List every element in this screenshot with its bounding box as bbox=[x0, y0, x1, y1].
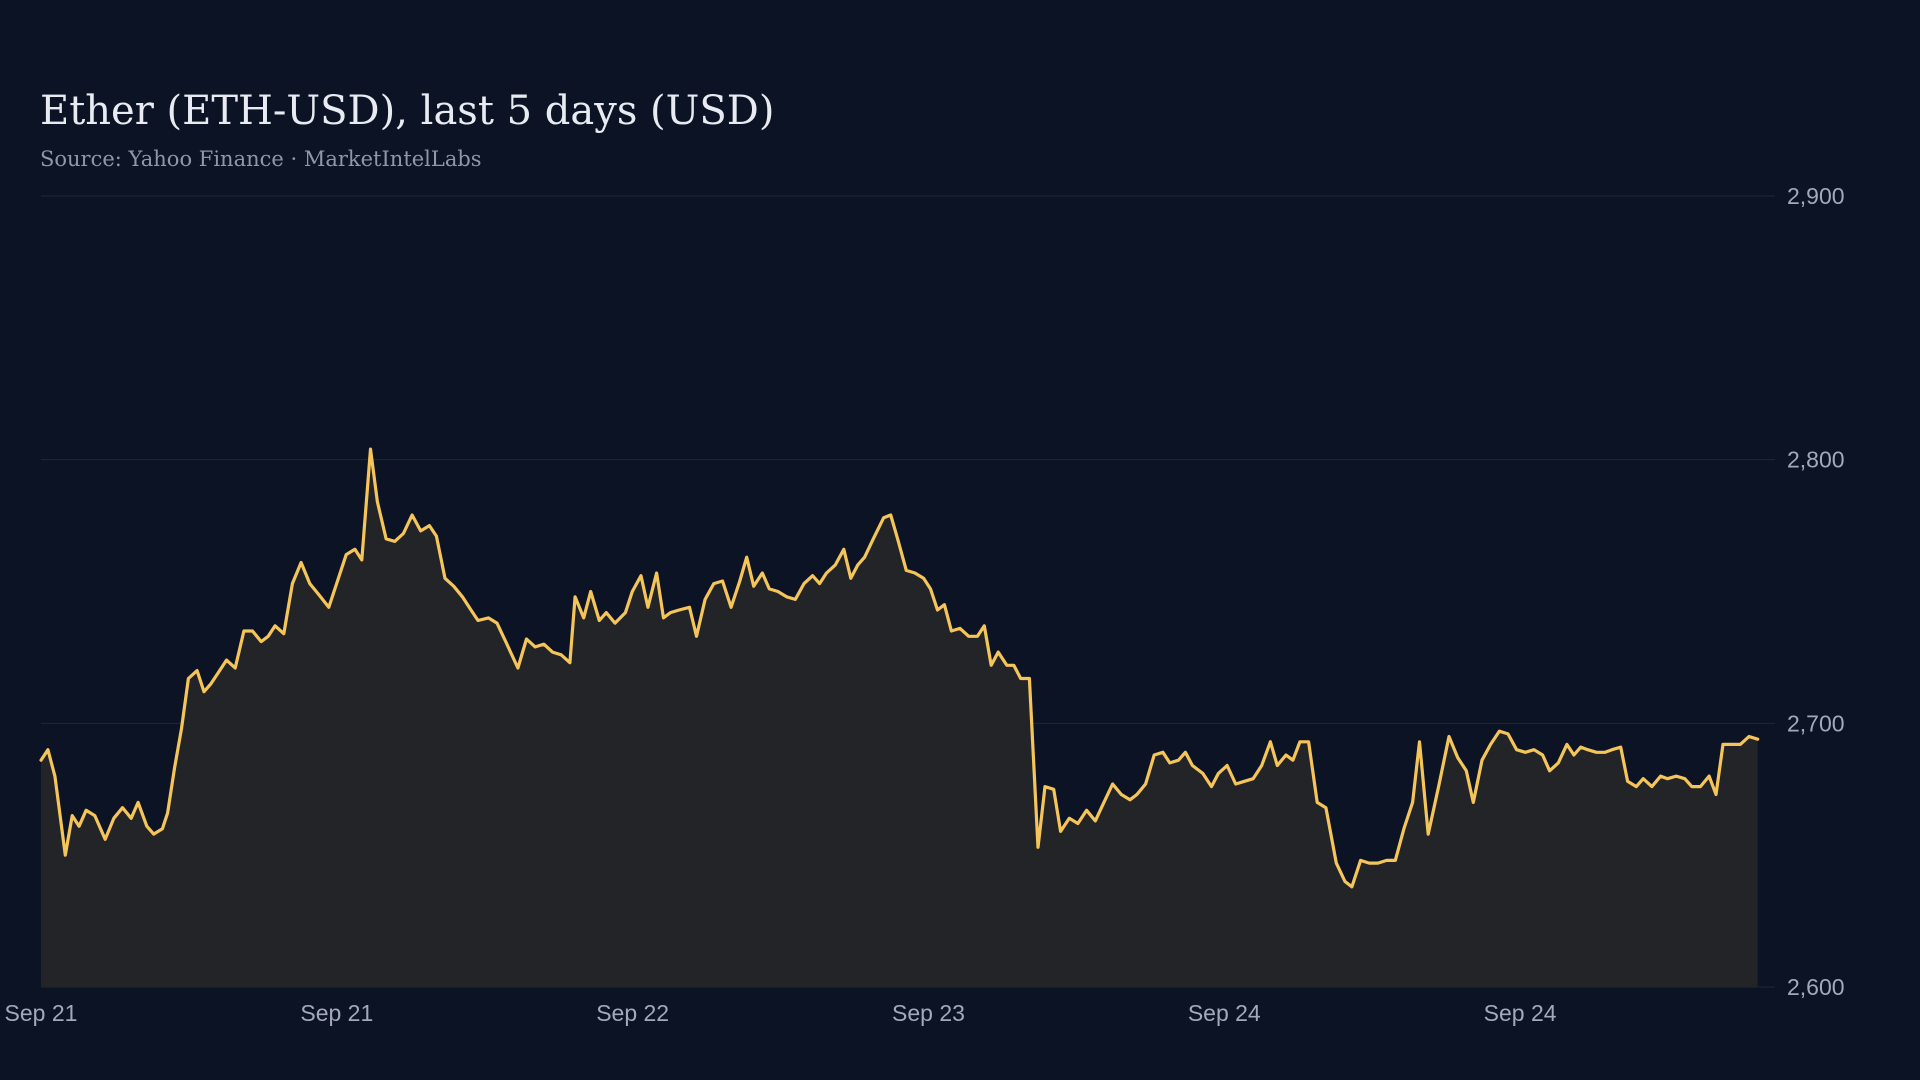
y-tick-label: 2,900 bbox=[1787, 183, 1845, 209]
y-axis-ticks: 2,600 2,700 2,800 2,900 bbox=[1787, 183, 1845, 1000]
x-tick-label: Sep 21 bbox=[300, 1000, 373, 1026]
chart-title: Ether (ETH-USD), last 5 days (USD) bbox=[40, 88, 775, 134]
x-tick-label: Sep 24 bbox=[1484, 1000, 1557, 1026]
y-tick-label: 2,600 bbox=[1787, 974, 1845, 1000]
chart-subtitle: Source: Yahoo Finance · MarketIntelLabs bbox=[40, 147, 482, 171]
x-tick-label: Sep 21 bbox=[5, 1000, 78, 1026]
x-tick-label: Sep 22 bbox=[596, 1000, 669, 1026]
x-tick-label: Sep 24 bbox=[1188, 1000, 1261, 1026]
x-tick-label: Sep 23 bbox=[892, 1000, 965, 1026]
price-area bbox=[41, 449, 1758, 988]
y-tick-label: 2,800 bbox=[1787, 447, 1845, 473]
y-tick-label: 2,700 bbox=[1787, 710, 1845, 736]
price-line bbox=[39, 447, 1760, 889]
x-axis-ticks: Sep 21 Sep 21 Sep 22 Sep 23 Sep 24 Sep 24 bbox=[5, 1000, 1557, 1026]
